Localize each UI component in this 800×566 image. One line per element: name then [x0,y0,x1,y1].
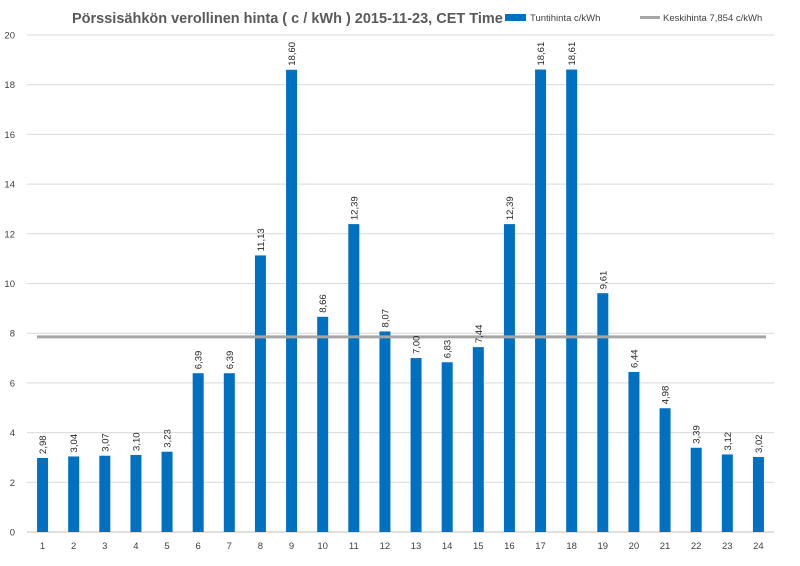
x-tick-label: 17 [535,541,546,552]
y-tick-label: 4 [10,428,15,439]
y-tick-label: 8 [10,329,15,340]
x-tick-label: 5 [164,541,169,552]
bar-hour-18 [566,69,578,532]
x-tick-label: 22 [691,541,702,552]
legend-swatch-bars [505,14,526,21]
y-tick-label: 12 [4,229,15,240]
data-label: 18,61 [536,42,547,66]
bar-hour-2 [68,456,80,532]
x-tick-label: 9 [289,541,294,552]
data-label: 3,12 [723,432,734,451]
x-tick-label: 4 [133,541,138,552]
x-tick-label: 21 [660,541,671,552]
data-label: 18,61 [567,42,578,66]
bar-hour-6 [192,373,204,532]
data-label: 3,23 [163,429,174,448]
x-tick-label: 20 [629,541,640,552]
bar-hour-16 [503,224,515,532]
y-tick-label: 0 [10,528,15,539]
bar-hour-17 [535,69,547,532]
data-label: 6,39 [225,351,236,370]
x-tick-label: 1 [40,541,45,552]
bar-hour-1 [37,457,49,532]
data-label: 8,66 [318,294,329,313]
bar-hour-12 [379,331,391,532]
x-tick-label: 19 [598,541,609,552]
bar-hour-20 [628,371,640,532]
data-label: 3,02 [754,434,765,453]
data-label: 12,39 [505,196,516,220]
legend-label-bars: Tuntihinta c/kWh [530,13,600,24]
y-tick-label: 2 [10,478,15,489]
y-tick-label: 16 [4,130,15,141]
data-label: 6,39 [194,351,205,370]
x-tick-label: 2 [71,541,76,552]
x-tick-label: 24 [753,541,764,552]
data-label: 3,04 [69,434,80,453]
bar-hour-13 [410,358,422,532]
x-tick-label: 10 [317,541,328,552]
data-label: 3,07 [100,433,111,452]
x-tick-label: 14 [442,541,453,552]
bar-hour-4 [130,454,142,532]
bar-hour-3 [99,455,111,532]
data-label: 6,44 [629,349,640,368]
y-tick-label: 14 [4,180,15,191]
x-tick-label: 12 [380,541,391,552]
y-tick-label: 18 [4,80,15,91]
x-tick-label: 13 [411,541,422,552]
bar-hour-14 [441,362,453,532]
data-labels: 2,98 3,04 3,07 3,10 3,23 6,39 6,39 11,13 18,60 8,… [38,42,765,454]
bar-hour-24 [752,456,764,532]
data-label: 8,07 [380,309,391,328]
data-label: 4,98 [661,386,672,405]
x-tick-label: 11 [349,541,359,552]
bar-hour-19 [597,293,609,532]
data-label: 11,13 [256,228,267,251]
x-tick-label: 18 [566,541,577,552]
x-tick-label: 15 [473,541,484,552]
legend: Tuntihinta c/kWh Keskihinta 7,854 c/kWh [505,13,762,24]
bar-series [37,69,764,532]
data-label: 3,39 [692,425,703,444]
bar-hour-10 [317,316,329,532]
bar-hour-9 [286,69,298,532]
bar-hour-22 [690,447,702,532]
x-axis: 1 2 3 4 5 6 7 8 9 10 11 12 13 14 15 16 17 18 19 20 21 22 23 24 [40,541,764,552]
y-tick-label: 20 [4,31,15,42]
bar-hour-15 [472,347,484,532]
x-tick-label: 8 [258,541,263,552]
y-axis: 0 2 4 6 8 10 12 14 16 18 20 [4,31,15,539]
bar-hour-7 [223,373,235,532]
x-tick-label: 6 [196,541,201,552]
bar-hour-5 [161,451,173,532]
data-label: 3,10 [131,432,142,451]
x-tick-label: 23 [722,541,733,552]
gridlines [27,34,774,533]
data-label: 12,39 [349,196,360,220]
data-label: 7,00 [412,336,423,355]
bar-hour-23 [721,454,733,532]
data-label: 9,61 [598,271,609,290]
y-tick-label: 6 [10,378,15,389]
data-label: 7,44 [474,325,485,344]
bar-hour-11 [348,224,360,532]
x-tick-label: 7 [227,541,232,552]
bar-hour-8 [254,255,266,532]
data-label: 2,98 [38,435,49,454]
x-tick-label: 3 [102,541,107,552]
legend-label-average: Keskihinta 7,854 c/kWh [663,13,762,24]
x-tick-label: 16 [504,541,515,552]
chart-title: Pörssisähkön verollinen hinta ( c / kWh … [72,11,503,27]
data-label: 6,83 [443,340,454,359]
data-label: 18,60 [287,42,298,66]
bar-hour-21 [659,408,671,532]
y-tick-label: 10 [4,279,15,290]
